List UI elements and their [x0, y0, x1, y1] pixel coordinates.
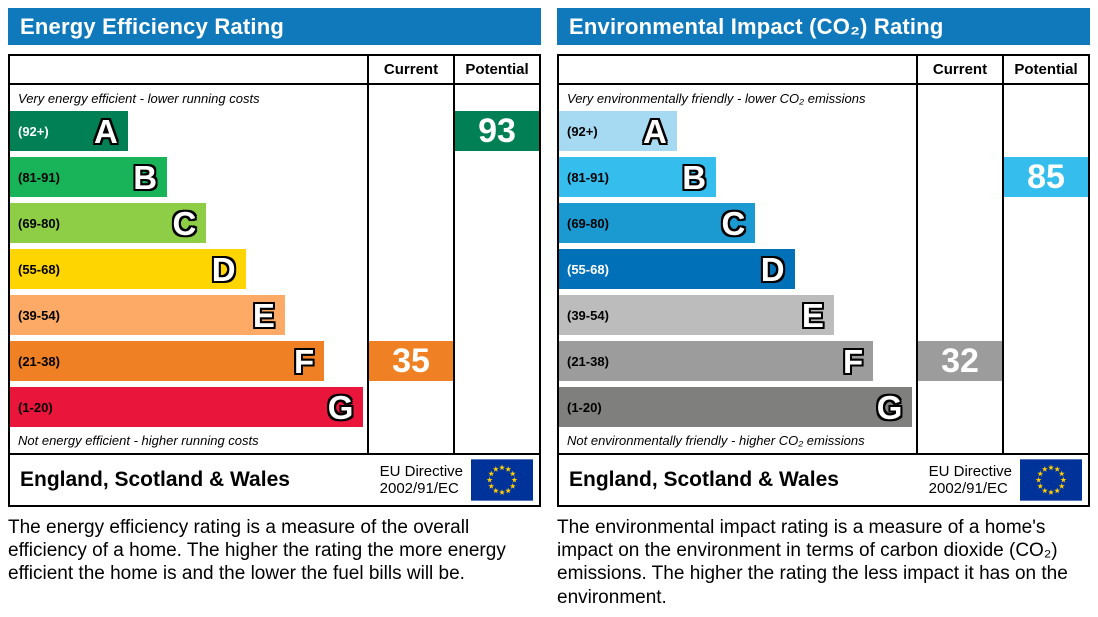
band-range-label: (1-20)	[18, 399, 53, 415]
rating-chart: Current Potential Very energy efficient …	[8, 54, 541, 455]
energy-efficiency-panel: Energy Efficiency Rating Current Potenti…	[8, 8, 541, 609]
band-d: (55-68) D	[10, 249, 246, 289]
bottom-note: Not energy efficient - higher running co…	[18, 433, 259, 448]
band-range-label: (21-38)	[567, 353, 609, 369]
eu-directive-line2: 2002/91/EC	[928, 480, 1008, 497]
band-letter: D	[211, 250, 236, 288]
potential-rating-indicator: 85	[1004, 157, 1088, 197]
rating-chart: Current Potential Very environmentally f…	[557, 54, 1090, 455]
band-letter: C	[172, 204, 197, 242]
band-c: (69-80) C	[559, 203, 756, 243]
band-letter: E	[801, 296, 824, 334]
chart-body: Very environmentally friendly - lower CO…	[559, 85, 1088, 453]
band-range-label: (1-20)	[567, 399, 602, 415]
current-rating-indicator: 35	[369, 341, 453, 381]
rating-description: The energy efficiency rating is a measur…	[8, 517, 506, 585]
current-column-header: Current	[916, 56, 1002, 83]
band-b: (81-91) B	[10, 157, 168, 197]
eu-directive-line1: EU Directive	[928, 462, 1012, 480]
band-range-label: (81-91)	[18, 169, 60, 185]
column-headers: Current Potential	[10, 56, 539, 85]
band-a: (92+) A	[559, 111, 677, 151]
band-letter: G	[876, 388, 903, 426]
rating-description: The environmental impact rating is a mea…	[557, 517, 1068, 608]
band-letter: G	[327, 388, 354, 426]
chart-footer: England, Scotland & Wales EU Directive 2…	[557, 455, 1090, 507]
potential-column-header: Potential	[453, 56, 539, 83]
potential-column-header: Potential	[1002, 56, 1088, 83]
chart-body: Very energy efficient - lower running co…	[10, 85, 539, 453]
environmental-impact-panel: Environmental Impact (CO₂) Rating Curren…	[557, 8, 1090, 609]
band-letter: E	[252, 296, 275, 334]
band-d: (55-68) D	[559, 249, 795, 289]
band-letter: A	[642, 112, 667, 150]
eu-directive-line2: 2002/91/EC	[379, 480, 459, 497]
eu-directive-line1: EU Directive	[379, 462, 463, 480]
current-column-header: Current	[367, 56, 453, 83]
band-letter: D	[760, 250, 785, 288]
band-letter: B	[133, 158, 158, 196]
band-range-label: (39-54)	[567, 307, 609, 323]
eu-directive-label: EU Directive 2002/91/EC	[380, 463, 463, 498]
band-b: (81-91) B	[559, 157, 717, 197]
eu-directive-label: EU Directive 2002/91/EC	[929, 463, 1012, 498]
band-letter: A	[93, 112, 118, 150]
panel-title-bar: Energy Efficiency Rating	[8, 8, 541, 45]
potential-rating-value: 85	[1027, 158, 1065, 196]
band-f: (21-38) F	[10, 341, 325, 381]
eu-flag-icon	[1020, 459, 1082, 501]
band-letter: C	[721, 204, 746, 242]
bottom-note: Not environmentally friendly - higher CO…	[567, 433, 865, 448]
page-title: Environmental Impact (CO₂) Rating	[569, 13, 944, 39]
top-note: Very energy efficient - lower running co…	[18, 91, 260, 106]
current-rating-value: 32	[941, 342, 979, 380]
band-f: (21-38) F	[559, 341, 874, 381]
band-letter: F	[842, 342, 864, 380]
eu-flag-icon	[471, 459, 533, 501]
band-range-label: (92+)	[18, 123, 49, 139]
potential-column: 93	[453, 85, 539, 453]
current-column: 32	[916, 85, 1002, 453]
column-header-spacer	[10, 56, 367, 83]
band-range-label: (69-80)	[567, 215, 609, 231]
band-range-label: (92+)	[567, 123, 598, 139]
band-e: (39-54) E	[559, 295, 834, 335]
chart-footer: England, Scotland & Wales EU Directive 2…	[8, 455, 541, 507]
band-range-label: (55-68)	[567, 261, 609, 277]
band-range-label: (21-38)	[18, 353, 60, 369]
band-range-label: (81-91)	[567, 169, 609, 185]
column-header-spacer	[559, 56, 916, 83]
band-e: (39-54) E	[10, 295, 285, 335]
band-c: (69-80) C	[10, 203, 207, 243]
potential-rating-indicator: 93	[455, 111, 539, 151]
band-g: (1-20) G	[559, 387, 913, 427]
rating-bands: (92+) A (81-91) B (69-80) C (55-68)	[10, 111, 367, 427]
band-letter: B	[682, 158, 707, 196]
bands-area: Very environmentally friendly - lower CO…	[559, 85, 916, 453]
bands-area: Very energy efficient - lower running co…	[10, 85, 367, 453]
band-range-label: (69-80)	[18, 215, 60, 231]
current-rating-value: 35	[392, 342, 430, 380]
current-column: 35	[367, 85, 453, 453]
band-range-label: (39-54)	[18, 307, 60, 323]
column-headers: Current Potential	[559, 56, 1088, 85]
top-note: Very environmentally friendly - lower CO…	[567, 91, 866, 106]
band-range-label: (55-68)	[18, 261, 60, 277]
potential-rating-value: 93	[478, 112, 516, 150]
potential-column: 85	[1002, 85, 1088, 453]
panel-title-bar: Environmental Impact (CO₂) Rating	[557, 8, 1090, 45]
region-label: England, Scotland & Wales	[569, 468, 839, 491]
band-letter: F	[293, 342, 315, 380]
band-g: (1-20) G	[10, 387, 364, 427]
band-a: (92+) A	[10, 111, 128, 151]
region-label: England, Scotland & Wales	[20, 468, 290, 491]
page-title: Energy Efficiency Rating	[20, 13, 284, 39]
rating-bands: (92+) A (81-91) B (69-80) C (55-68)	[559, 111, 916, 427]
current-rating-indicator: 32	[918, 341, 1002, 381]
